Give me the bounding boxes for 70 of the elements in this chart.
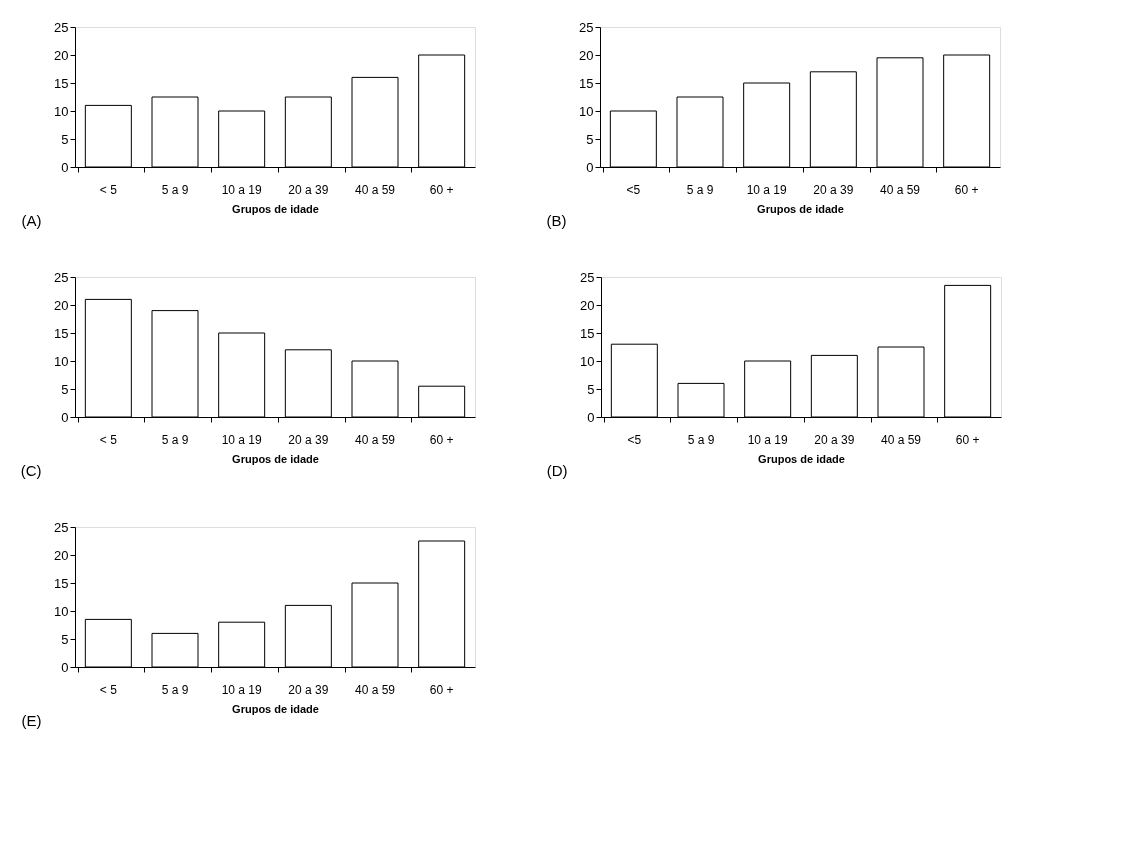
y-tick-label: 20 — [54, 297, 69, 313]
x-tick-label: 10 a 19 — [221, 682, 263, 697]
y-tick-label: 10 — [54, 103, 69, 119]
x-axis-title: Grupos de idade — [758, 452, 845, 465]
x-tick-label: 10 a 19 — [747, 432, 789, 447]
x-tick-label: 60 + — [429, 682, 454, 697]
x-tick-label: 40 a 59 — [354, 682, 396, 697]
x-tick-label: 40 a 59 — [880, 432, 922, 447]
text: (B) — [546, 212, 567, 229]
y-tick-label: 25 — [580, 269, 595, 285]
y-tick-label: 25 — [54, 269, 69, 285]
y-tick-label: 15 — [579, 75, 594, 91]
x-tick-label: 60 + — [429, 432, 454, 447]
x-tick-label: 20 a 39 — [288, 182, 329, 197]
x-tick-label: 20 a 39 — [288, 432, 329, 447]
x-tick-label: 40 a 59 — [354, 182, 396, 197]
y-tick-label: 5 — [61, 631, 69, 647]
x-tick-label: 10 a 19 — [221, 182, 263, 197]
x-tick-label: 5 a 9 — [161, 182, 189, 197]
text: (C) — [20, 462, 42, 479]
y-tick-label: 20 — [579, 47, 594, 63]
x-tick-label: 60 + — [429, 182, 454, 197]
x-tick-label: <5 — [627, 432, 642, 447]
y-tick-label: 0 — [61, 409, 69, 425]
y-tick-label: 10 — [54, 603, 69, 619]
x-tick-label: 5 a 9 — [161, 432, 189, 447]
x-axis-title: Grupos de idade — [232, 702, 319, 715]
x-tick-label: 20 a 39 — [814, 432, 855, 447]
x-axis-title: Grupos de idade — [232, 452, 319, 465]
y-tick-label: 5 — [587, 381, 595, 397]
text: (D) — [546, 462, 568, 479]
y-tick-label: 20 — [54, 47, 69, 63]
x-tick-label: 60 + — [955, 432, 980, 447]
y-tick-label: 20 — [580, 297, 595, 313]
y-tick-label: 5 — [61, 381, 69, 397]
y-tick-label: 25 — [54, 19, 69, 35]
x-tick-label: 40 a 59 — [354, 432, 396, 447]
y-tick-label: 0 — [586, 159, 594, 175]
x-tick-label: < 5 — [99, 182, 118, 197]
y-tick-label: 10 — [54, 353, 69, 369]
x-tick-label: 10 a 19 — [746, 182, 788, 197]
y-tick-label: 0 — [61, 659, 69, 675]
x-tick-label: 40 a 59 — [879, 182, 921, 197]
x-tick-label: 5 a 9 — [686, 182, 714, 197]
y-tick-label: 0 — [61, 159, 69, 175]
y-tick-label: 15 — [54, 325, 69, 341]
x-axis-title: Grupos de idade — [757, 202, 844, 215]
y-tick-label: 15 — [54, 575, 69, 591]
y-tick-label: 10 — [579, 103, 594, 119]
x-tick-label: < 5 — [99, 682, 118, 697]
y-tick-label: 15 — [54, 75, 69, 91]
y-tick-label: 0 — [587, 409, 595, 425]
y-tick-label: 5 — [61, 131, 69, 147]
x-axis-title: Grupos de idade — [232, 202, 319, 215]
x-tick-label: < 5 — [99, 432, 118, 447]
y-tick-label: 10 — [580, 353, 595, 369]
x-tick-label: 20 a 39 — [813, 182, 854, 197]
x-tick-label: 20 a 39 — [288, 682, 329, 697]
x-tick-label: 10 a 19 — [221, 432, 263, 447]
x-tick-label: 5 a 9 — [687, 432, 715, 447]
y-tick-label: 15 — [580, 325, 595, 341]
y-tick-label: 20 — [54, 547, 69, 563]
y-tick-label: 25 — [54, 519, 69, 535]
text: (A) — [21, 212, 42, 229]
y-tick-label: 25 — [579, 19, 594, 35]
x-tick-label: <5 — [626, 182, 641, 197]
text: (E) — [21, 712, 42, 729]
x-tick-label: 60 + — [954, 182, 979, 197]
y-tick-label: 5 — [586, 131, 594, 147]
x-tick-label: 5 a 9 — [161, 682, 189, 697]
